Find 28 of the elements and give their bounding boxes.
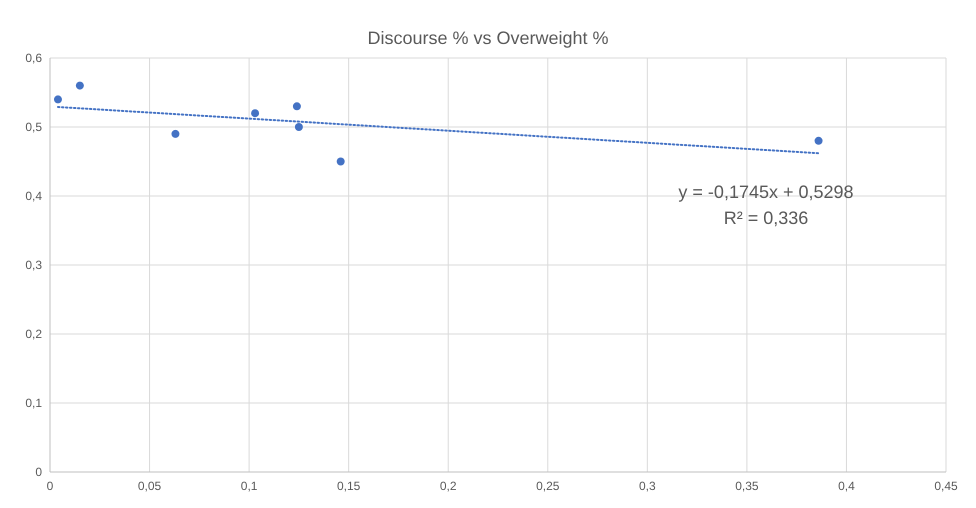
y-tick-label: 0,2 [25,327,42,342]
point [294,123,303,131]
y-tick-label: 0,3 [25,258,42,272]
x-tick-label: 0 [46,479,54,493]
x-tick-label: 0,35 [735,479,759,493]
annotation: R² = 0,336 [724,208,808,228]
point [336,158,345,166]
y-tick-label: 0,1 [25,396,42,410]
x-tick-label: 0,2 [440,479,457,493]
point [54,95,62,104]
y-tick-label: 0,6 [25,51,42,66]
x-tick-label: 0,3 [638,479,656,493]
x-tick-label: 0,15 [336,479,361,493]
x-tick-label: 0,1 [240,479,258,493]
chart-title: Discourse % vs Overweight % [367,28,609,48]
point [76,82,84,90]
point [171,130,180,138]
x-tick-label: 0,45 [934,479,958,493]
annotation: y = -0,1745x + 0,5298 [678,182,854,202]
point [814,136,823,145]
point [292,102,301,110]
x-tick-label: 0,05 [138,479,162,493]
y-tick-label: 0 [35,465,42,480]
point [251,109,260,118]
y-tick-label: 0,4 [25,189,42,204]
x-tick-label: 0,25 [536,479,560,493]
y-tick-label: 0,5 [25,120,42,134]
x-tick-label: 0,4 [838,479,856,493]
